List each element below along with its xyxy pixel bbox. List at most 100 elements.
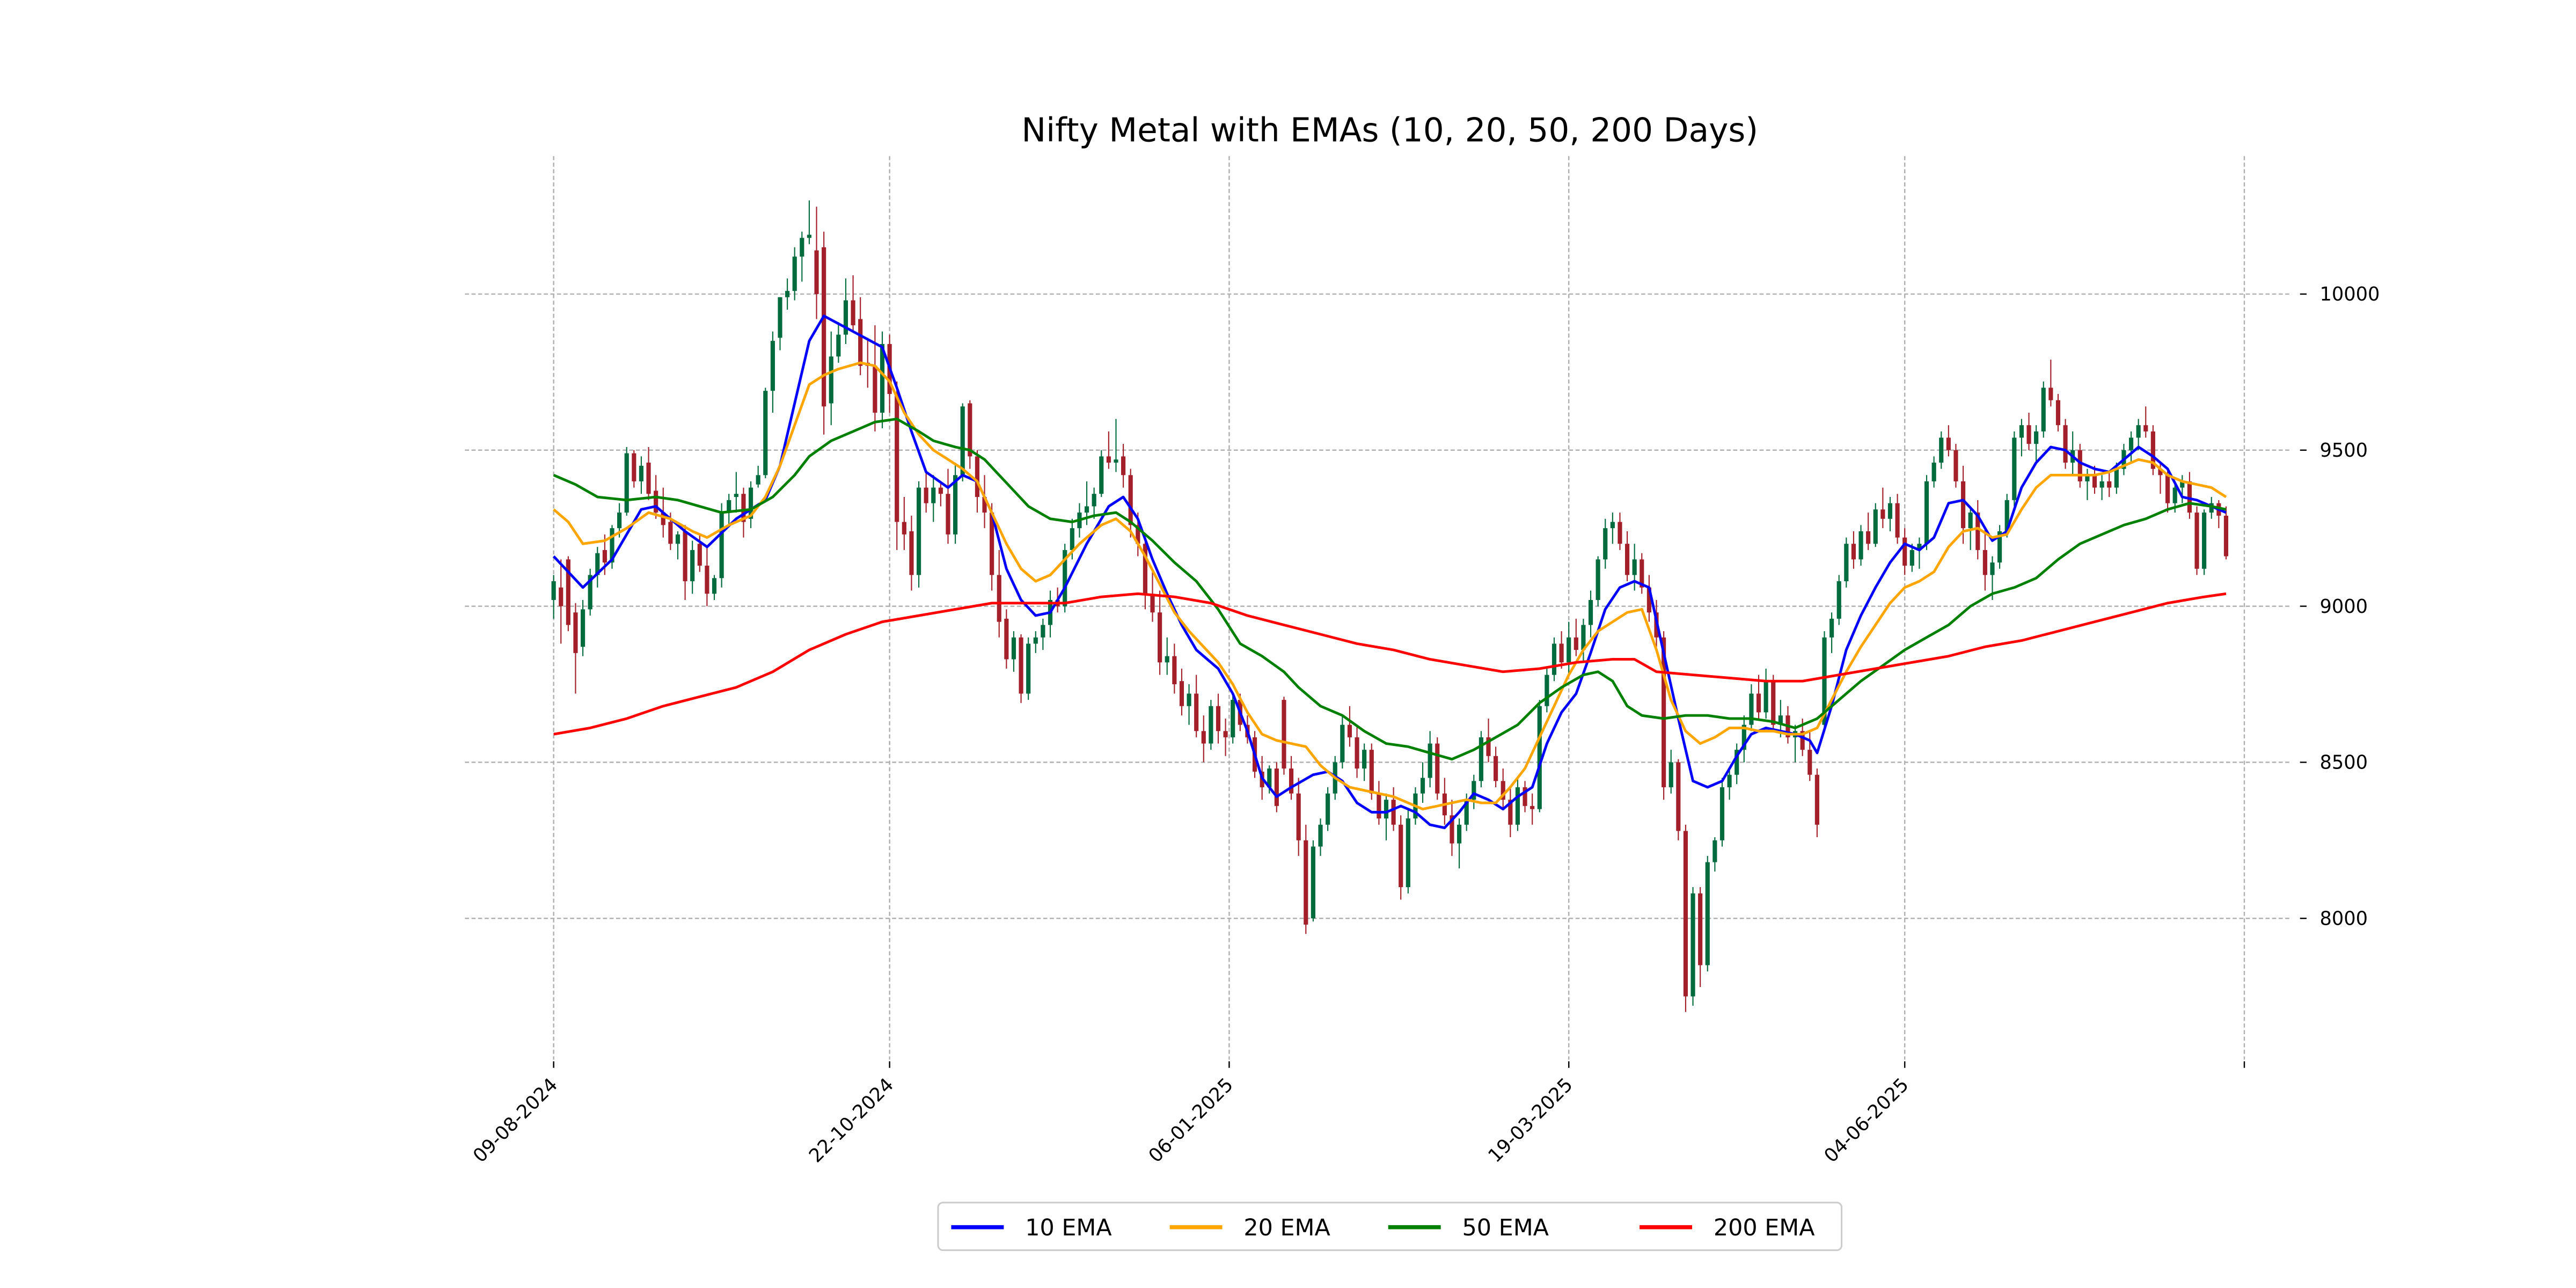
candle-body [2019, 425, 2024, 438]
legend-item-10-ema: 10 EMA [951, 1214, 1112, 1241]
candle-body [1763, 681, 1768, 713]
candle-body [580, 609, 586, 647]
candle-down [1662, 631, 1666, 800]
candle-body [1472, 781, 1476, 800]
candle-down [1982, 528, 1987, 591]
candle-up [1209, 700, 1213, 750]
candle-down [1435, 737, 1440, 800]
candle-body [756, 475, 760, 485]
candle-down [946, 469, 950, 544]
candle-up [2202, 509, 2207, 575]
candle-up [1552, 637, 1557, 682]
candle-down [2077, 444, 2082, 488]
legend-label-10-ema: 10 EMA [1025, 1214, 1111, 1241]
candle-body [1800, 731, 1805, 750]
candle-body [1975, 513, 1980, 550]
candle-down [1019, 634, 1023, 703]
candle-body [1735, 750, 1739, 775]
candle-down [2187, 472, 2192, 519]
x-tick-label: 04-06-2025 [1820, 1074, 1913, 1167]
candle-up [2041, 381, 2046, 438]
candle-up [1741, 715, 1746, 763]
candle-body [2172, 487, 2177, 503]
candle-down [1508, 787, 1513, 838]
candle-down [1289, 756, 1294, 800]
candle-body [1296, 793, 1301, 840]
candle-body [1610, 522, 1615, 529]
candle-down [1216, 693, 1221, 744]
candle-body [610, 528, 614, 563]
candle-body [1581, 625, 1586, 650]
candle-body [924, 487, 928, 503]
candle-down [1106, 431, 1111, 469]
candle-body [1515, 787, 1520, 825]
candle-down [1895, 494, 1900, 544]
candle-body [1756, 693, 1761, 713]
candle-body [1179, 681, 1184, 706]
candle-body [661, 513, 665, 525]
candle-body [654, 491, 658, 513]
candle-up [1472, 774, 1476, 809]
candle-body [836, 334, 841, 357]
candle-body [902, 522, 906, 535]
candle-body [690, 550, 695, 582]
candle-body [1960, 481, 1966, 529]
candle-up [2209, 497, 2214, 519]
candle-body [807, 235, 812, 238]
candle-body [1435, 743, 1440, 794]
candle-body [2150, 431, 2155, 469]
candle-body [1727, 774, 1732, 787]
candle-down [1158, 590, 1162, 675]
candle-body [1209, 706, 1213, 744]
candle-down [1574, 618, 1578, 656]
candle-body [1567, 637, 1571, 663]
candle-body [1866, 531, 1871, 544]
candle-up [1763, 668, 1768, 719]
candle-body [1917, 544, 1922, 550]
candle-up [580, 599, 586, 656]
candle-body [559, 587, 564, 606]
candle-body [1318, 824, 1323, 847]
candle-up [2012, 431, 2017, 507]
candle-body [632, 453, 636, 481]
candle-body [1858, 531, 1863, 560]
candle-body [1420, 778, 1425, 794]
candle-up [953, 463, 958, 544]
candle-body [2194, 513, 2199, 569]
candle-down [1640, 553, 1644, 594]
candle-up [1318, 818, 1323, 856]
candle-body [1771, 681, 1776, 725]
candle-body [1172, 656, 1177, 684]
candle-down [1851, 531, 1856, 569]
candle-up [690, 540, 695, 594]
candle-down [814, 207, 819, 319]
candle-down [2107, 472, 2112, 497]
candle-up [1581, 618, 1586, 663]
candle-up [595, 547, 600, 588]
y-tick-label: 9000 [2319, 596, 2368, 618]
candle-up [778, 297, 782, 350]
candle-body [895, 394, 899, 522]
candle-body [1063, 550, 1067, 606]
candle-body [851, 300, 855, 326]
candle-body [770, 341, 775, 391]
candle-up [1567, 621, 1571, 675]
candle-down [1172, 643, 1177, 694]
candle-body [997, 575, 1001, 622]
candle-down [822, 231, 826, 435]
candle-body [763, 391, 768, 475]
candle-body [624, 453, 629, 513]
candle-body [1668, 762, 1673, 787]
candle-body [822, 247, 826, 407]
candle-down [895, 381, 899, 550]
candle-down [1618, 513, 1622, 550]
candle-up [1873, 503, 1878, 547]
candle-down [1624, 531, 1630, 582]
candle-down [1698, 887, 1703, 987]
candle-body [1778, 715, 1783, 725]
candle-body [1807, 750, 1812, 775]
candle-body [1749, 693, 1754, 725]
candle-down [2194, 506, 2199, 575]
candle-body [1676, 762, 1681, 831]
candle-up [719, 503, 724, 588]
